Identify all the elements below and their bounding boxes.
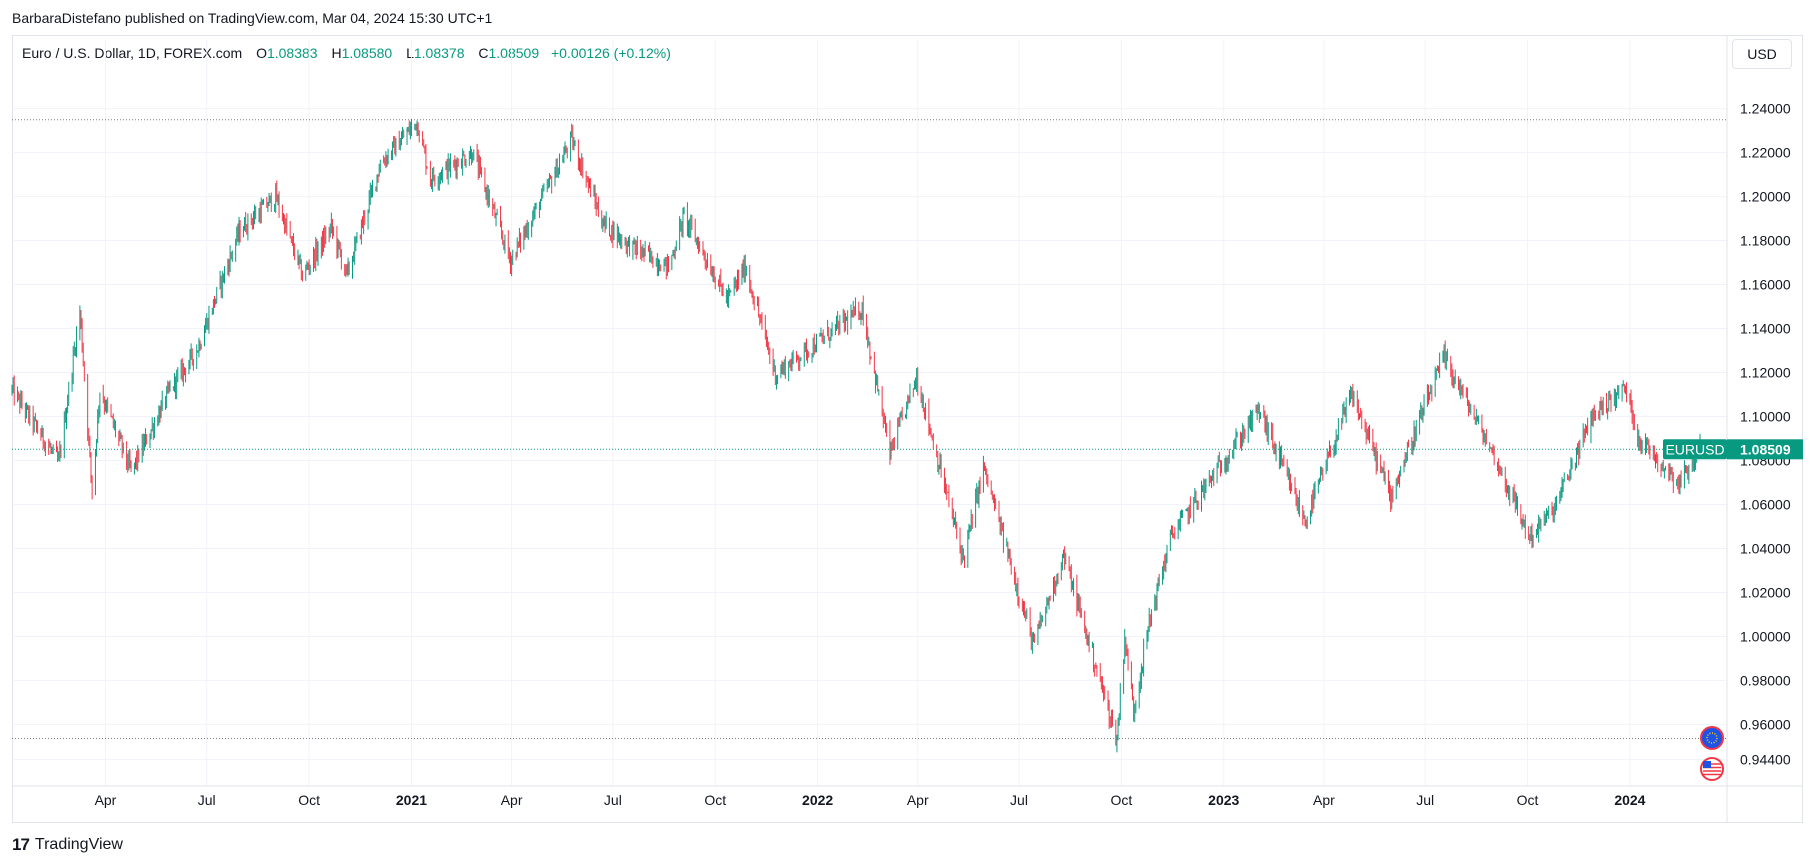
eu-flag-icon <box>1700 726 1724 750</box>
y-tick-label: 1.04000 <box>1740 540 1791 556</box>
us-flag-canton <box>1703 761 1711 768</box>
symbol-badge-label: EURUSD <box>1665 441 1724 457</box>
publish-line: BarbaraDistefano published on TradingVie… <box>12 10 493 26</box>
y-tick-label: 0.94400 <box>1740 752 1791 768</box>
x-tick-label: 2021 <box>396 792 427 808</box>
x-tick-label: Apr <box>95 792 117 808</box>
y-tick-label: 1.02000 <box>1740 584 1791 600</box>
low-label: L <box>406 45 414 61</box>
eu-stars-icon <box>1706 732 1718 744</box>
x-tick-label: 2022 <box>802 792 833 808</box>
high-label: H <box>331 45 342 61</box>
y-tick-label: 1.18000 <box>1740 233 1791 249</box>
footer-brand-label: TradingView <box>34 836 123 853</box>
x-tick-label: Apr <box>907 792 929 808</box>
x-tick-label: Oct <box>704 792 726 808</box>
open-label: O <box>256 45 267 61</box>
x-tick-label: Apr <box>501 792 523 808</box>
open-value: 1.08383 <box>266 45 318 61</box>
x-tick-label: Oct <box>1110 792 1132 808</box>
symbol-name[interactable]: Euro / U.S. Dollar, 1D, FOREX.com <box>22 45 243 61</box>
footer-branding[interactable]: 17 TradingView <box>12 835 123 855</box>
x-tick-label: Jul <box>1416 792 1434 808</box>
x-tick-label: Apr <box>1313 792 1335 808</box>
y-tick-label: 1.14000 <box>1740 321 1791 337</box>
y-tick-label: 1.22000 <box>1740 145 1791 161</box>
symbol-badge <box>1663 439 1727 460</box>
y-tick-label: 0.96000 <box>1740 716 1791 732</box>
change-value: +0.00126 (+0.12%) <box>551 45 671 61</box>
candles-group <box>11 118 1701 753</box>
x-tick-label: Oct <box>1517 792 1539 808</box>
y-tick-label: 1.06000 <box>1740 496 1791 512</box>
x-tick-label: Jul <box>1010 792 1028 808</box>
currency-button[interactable]: USD <box>1732 39 1792 69</box>
y-tick-label: 1.10000 <box>1740 409 1791 425</box>
x-tick-label: Jul <box>198 792 216 808</box>
x-tick-label: 2023 <box>1208 792 1239 808</box>
y-tick-label: 1.12000 <box>1740 365 1791 381</box>
y-tick-label: 1.24000 <box>1740 101 1791 117</box>
y-tick-label: 1.00000 <box>1740 628 1791 644</box>
x-tick-label: Jul <box>604 792 622 808</box>
y-tick-label: 0.98000 <box>1740 672 1791 688</box>
last-price-badge <box>1727 439 1803 460</box>
chart-frame <box>12 35 1803 823</box>
x-tick-label: 2024 <box>1614 792 1645 808</box>
last-price-label: 1.08509 <box>1740 441 1791 457</box>
y-tick-label: 1.20000 <box>1740 189 1791 205</box>
high-value: 1.08580 <box>341 45 393 61</box>
low-value: 1.08378 <box>413 45 465 61</box>
close-value: 1.08509 <box>488 45 540 61</box>
tradingview-logo-icon: 17 <box>12 835 30 854</box>
symbol-legend: Euro / U.S. Dollar, 1D, FOREX.com O1.083… <box>22 45 671 61</box>
y-tick-label: 1.16000 <box>1740 277 1791 293</box>
x-tick-label: Oct <box>298 792 320 808</box>
close-label: C <box>478 45 489 61</box>
